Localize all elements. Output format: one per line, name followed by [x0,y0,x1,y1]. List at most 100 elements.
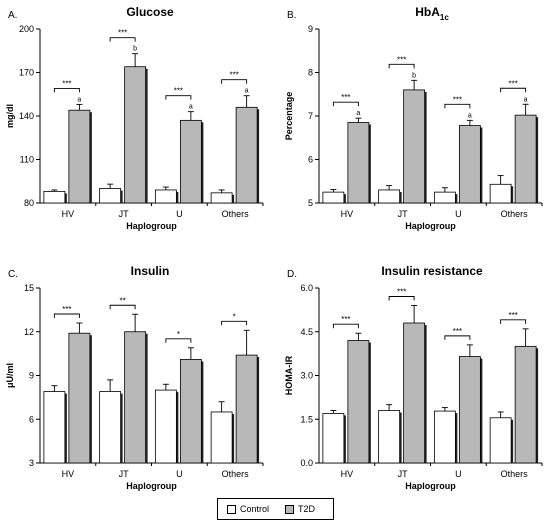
legend-swatch-t2d [285,504,294,514]
y-tick-label: 80 [24,198,34,208]
group-letter: a [245,88,249,95]
x-tick-label: U [455,469,462,479]
y-tick-label: 140 [19,111,34,121]
y-axis-label: mg/dl [5,104,15,128]
bar-t2d-others [514,114,537,204]
bar-control-jt [99,391,122,464]
y-tick-label: 3.0 [300,371,313,381]
bar-t2d-others [235,106,258,204]
bar-t2d-u [179,119,202,204]
bar-control-others [210,411,233,464]
significance-bracket [500,87,527,93]
panel-label: A. [8,10,17,21]
x-tick-label: U [176,469,183,479]
chart-title: Insulin resistance [381,264,483,278]
bar-control-hv [43,190,66,204]
group-letter: a [77,96,81,103]
significance-marker: *** [397,288,406,297]
significance-marker: *** [508,79,517,88]
x-axis-label: Haplogroup [405,481,456,491]
y-tick-label: 12 [24,327,34,337]
y-tick-label: 6.0 [300,283,313,293]
significance-marker: *** [341,93,350,102]
significance-bracket [53,313,80,318]
x-tick-label: JT [119,209,130,219]
significance-bracket [332,323,359,329]
bar-t2d-hv [347,340,370,464]
y-tick-label: 1.5 [300,414,313,424]
bar-control-hv [322,191,345,204]
significance-bracket [444,103,471,109]
panel-label: B. [287,10,296,21]
x-tick-label: Others [222,469,250,479]
group-letter: a [356,110,360,117]
y-tick-label: 7 [308,111,313,121]
y-tick-label: 9 [308,24,313,34]
chart-title-subscript: 1c [440,13,449,22]
panel-2: B. HbA1c 5 6 7 8 9 Percentage Haplogroup HV a *** JT… [284,5,543,231]
x-axis-label: Haplogroup [405,221,456,231]
legend-label-control: Control [240,504,270,514]
bar-t2d-hv [347,122,370,204]
bar-control-u [433,191,456,204]
significance-marker: * [233,312,236,321]
chart-title: Glucose [126,5,174,19]
y-tick-label: 110 [20,155,34,165]
significance-bracket [165,338,192,343]
bar-control-u [433,410,456,464]
bar-t2d-u [458,125,481,204]
significance-marker: ** [120,296,126,305]
group-letter: a [468,112,472,119]
y-tick-label: 4.5 [300,327,313,337]
x-tick-label: Others [501,469,529,479]
x-axis-label: Haplogroup [126,221,177,231]
legend: Control T2D [217,498,334,520]
significance-marker: *** [62,305,71,314]
x-tick-label: HV [341,469,354,479]
chart-title: HbA1c [415,5,449,22]
group-letter: b [412,72,416,79]
y-tick-label: 6 [308,155,313,165]
bar-t2d-u [458,356,481,464]
significance-marker: *** [453,95,462,104]
significance-bracket [500,319,527,324]
x-tick-label: Others [501,209,529,219]
y-tick-label: 6 [29,414,34,424]
y-tick-label: 8 [308,68,313,78]
bar-t2d-jt [403,89,426,204]
significance-marker: *** [397,55,406,64]
y-tick-label: 3 [29,458,34,468]
legend-item-t2d: T2D [285,504,315,514]
y-tick-label: 9 [29,371,34,381]
panel-3: C. Insulin3691215μU/mlHaplogroupHV***JT**… [5,264,264,491]
bar-control-u [154,389,177,464]
significance-marker: *** [508,311,517,320]
bar-control-jt [378,410,401,464]
chart-title: Insulin [131,264,170,278]
significance-bracket [109,304,136,310]
x-axis-label: Haplogroup [126,481,177,491]
significance-marker: * [177,330,180,339]
group-letter: a [189,104,193,111]
bar-t2d-others [235,354,258,464]
bar-control-others [210,192,233,204]
significance-marker: *** [341,315,350,324]
bar-control-jt [378,189,401,204]
significance-bracket [221,79,248,84]
panel-4: D. Insulin resistance 0.0 1.5 3.0 4.5 6.0 HOMA-… [284,264,543,491]
x-tick-label: HV [62,469,75,479]
y-tick-label: 200 [19,24,34,34]
x-tick-label: JT [119,469,130,479]
y-tick-label: 170 [19,68,34,78]
significance-bracket [109,37,136,42]
significance-bracket [221,320,248,326]
bar-t2d-others [514,345,537,464]
x-tick-label: U [455,209,462,219]
y-axis-label: HOMA-IR [284,355,294,395]
y-axis-label: μU/ml [5,363,15,388]
bar-t2d-hv [68,332,91,464]
bar-control-others [489,417,512,464]
bar-control-jt [99,188,122,204]
panel-1: A. Glucose 80 110 140 170 200 mg/dl Haplogroup HV… [5,5,264,231]
